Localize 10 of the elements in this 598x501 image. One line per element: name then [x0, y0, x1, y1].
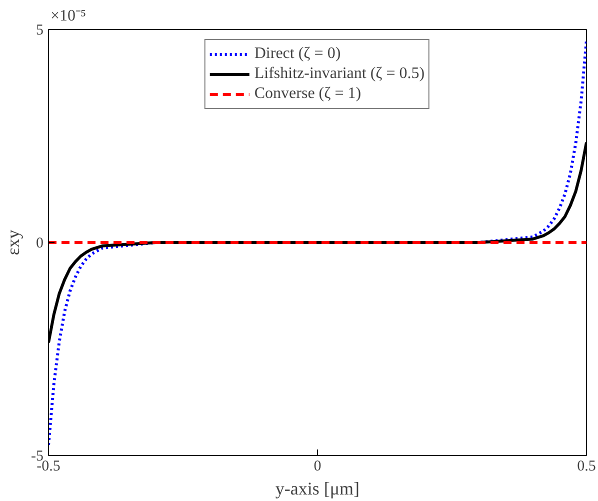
x-tick-label: 0 [314, 458, 322, 474]
legend-label: Direct (ζ = 0) [254, 45, 341, 63]
x-axis-title: y-axis [μm] [275, 478, 360, 498]
legend-label: Converse (ζ = 1) [254, 85, 362, 103]
y-tick-label: 0 [36, 236, 44, 252]
y-axis-title: εxy [3, 230, 24, 256]
x-tick-label: 0.5 [577, 458, 596, 474]
y-tick-label: 5 [36, 22, 44, 38]
text: ×10⁻⁵ [50, 8, 86, 24]
legend-label: Lifshitz-invariant (ζ = 0.5) [254, 65, 425, 83]
